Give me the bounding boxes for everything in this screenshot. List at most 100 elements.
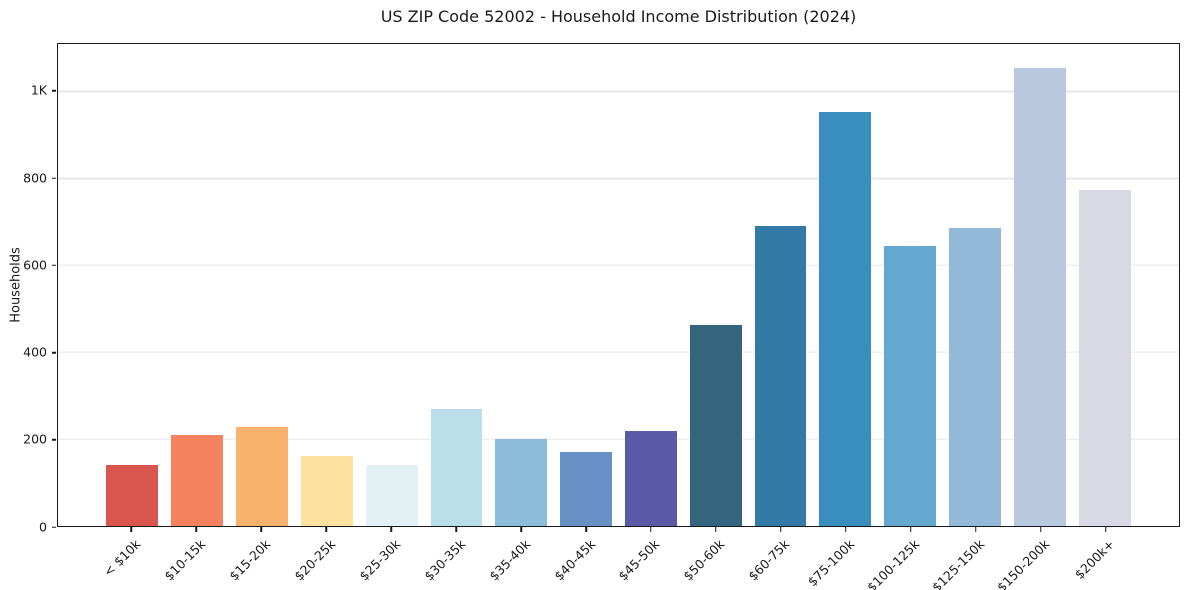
y-tick-mark [51,439,56,441]
x-tick-label: $45-50k [615,536,663,584]
x-tick-slot: $25-30k [355,527,424,590]
x-tick-mark [1104,527,1107,532]
grid-layer [58,44,1179,526]
x-tick-slot: $30-35k [420,527,489,590]
x-tick-slot: $35-40k [485,527,554,590]
y-tick-label: 600 [23,257,47,273]
bar [884,245,937,526]
bar-slot [619,44,684,526]
bar [430,408,483,526]
y-tick-label: 0 [39,518,47,534]
bar [1013,67,1066,526]
x-tick-slot: $15-20k [226,527,294,590]
gridline [58,177,1179,180]
bars-layer [58,44,1179,526]
x-tick-label: $10-15k [161,536,209,584]
bar-slot [1072,44,1137,526]
x-tick-mark [325,527,328,532]
x-tick-mark [845,527,847,532]
gridline [58,264,1179,267]
bar [689,324,742,526]
bar-slot [359,44,424,526]
y-tick-label: 400 [23,344,47,360]
x-tick-label: $40-45k [550,536,598,584]
y-tick-mark [51,526,56,528]
x-tick-mark [455,527,457,532]
bar [106,465,159,526]
bar [1078,189,1131,526]
x-tick-slot: $50-60k [680,527,748,590]
x-tick-mark [780,527,782,532]
x-axis-tick-area: < $10k $10-15k $15-20k $20-25k $25-30k $30-35… [57,527,1180,590]
x-tick-slot: $125-150k [929,527,1008,590]
bar-slot [554,44,619,526]
bar [949,227,1001,526]
chart-title: US ZIP Code 52002 - Household Income Dis… [380,7,857,26]
bar [624,431,677,526]
y-tick-label: 1K [30,82,47,98]
bar-slot [943,44,1008,526]
x-tick-mark [195,527,198,532]
x-tick-slot: $20-25k [291,527,359,590]
x-tick-slot: $75-100k [805,527,878,590]
x-tick-slot: $40-45k [550,527,619,590]
gridline [58,438,1179,440]
gridline [58,91,1179,93]
y-tick-mark [51,264,56,267]
x-tick-mark [390,527,392,532]
x-tick-label: $25-30k [355,536,403,584]
plot-area [57,43,1180,527]
y-tick-mark [51,90,56,92]
x-tick-label: $50-60k [680,536,728,584]
bar [300,456,353,526]
y-axis-tick-area: 0 200 400 600 800 1K [0,43,57,532]
x-tick-label: $60-75k [745,536,793,584]
bar-slot [748,44,813,526]
bar [754,225,807,526]
bar [365,465,418,526]
x-tick-mark [650,527,652,532]
x-tick-label: $20-25k [291,536,339,584]
x-tick-label: $35-40k [485,536,533,584]
y-tick-mark [51,177,56,179]
x-tick-label: $200k+ [1071,536,1118,583]
bar-slot [878,44,943,526]
x-tick-mark [909,527,912,532]
bar [171,435,224,526]
bar [819,112,872,526]
x-tick-mark [130,527,133,532]
x-tick-slot: $150-200k [994,527,1073,590]
x-tick-mark [974,527,977,532]
y-tick-label: 800 [23,169,47,185]
gridline [58,351,1179,353]
x-tick-slot: < $10k [99,527,164,590]
bar-slot [100,44,165,526]
bar-slot [424,44,489,526]
x-tick-mark [1039,527,1042,532]
bar [236,426,288,526]
bar-slot [489,44,554,526]
x-tick-slot: $200k+ [1071,527,1138,590]
x-tick-mark [585,527,587,532]
bar-slot [230,44,295,526]
bar-slot [813,44,878,526]
x-tick-mark [520,527,522,532]
x-tick-label: $15-20k [226,536,274,584]
x-tick-slot: $100-125k [864,527,943,590]
x-tick-slot: $45-50k [615,527,684,590]
bar-slot [294,44,359,526]
bar-slot [683,44,748,526]
x-tick-mark [260,527,263,532]
x-tick-label: $30-35k [420,536,468,584]
y-tick-label: 200 [23,431,47,447]
x-tick-slot: $60-75k [745,527,813,590]
bar-slot [165,44,230,526]
bar [495,439,548,526]
x-tick-mark [715,527,717,532]
x-tick-label: $75-100k [804,536,858,590]
bar-slot [1007,44,1072,526]
x-tick-label: < $10k [100,536,144,580]
x-tick-slot: $10-15k [161,527,229,590]
y-tick-mark [51,351,56,354]
